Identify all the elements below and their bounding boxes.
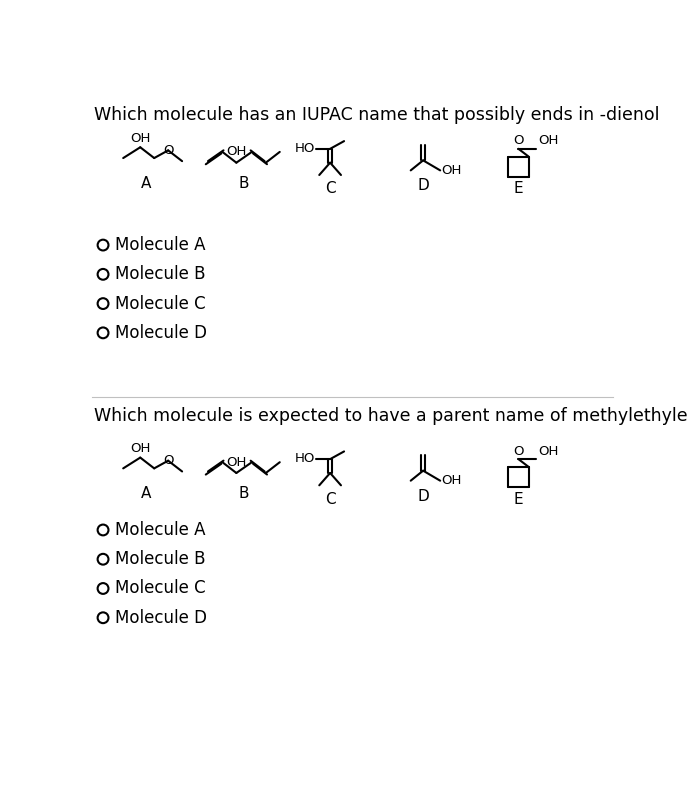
- Text: B: B: [238, 486, 248, 501]
- Text: OH: OH: [226, 456, 246, 469]
- Text: OH: OH: [538, 134, 558, 147]
- Text: HO: HO: [294, 452, 314, 465]
- Text: Which molecule has an IUPAC name that possibly ends in -dienol: Which molecule has an IUPAC name that po…: [94, 106, 659, 123]
- Text: B: B: [238, 176, 248, 191]
- Text: HO: HO: [294, 142, 314, 154]
- Text: Molecule C: Molecule C: [115, 294, 205, 312]
- Text: OH: OH: [442, 164, 462, 177]
- Text: O: O: [513, 134, 524, 147]
- Text: E: E: [514, 492, 524, 507]
- Text: D: D: [417, 489, 429, 504]
- Text: Molecule D: Molecule D: [115, 324, 206, 342]
- Text: A: A: [141, 486, 151, 501]
- Text: A: A: [141, 176, 151, 191]
- Text: O: O: [163, 144, 173, 157]
- Text: C: C: [325, 492, 336, 507]
- Text: O: O: [163, 454, 173, 467]
- Text: Molecule A: Molecule A: [115, 236, 205, 254]
- Text: D: D: [417, 178, 429, 193]
- Text: OH: OH: [226, 146, 246, 158]
- Text: OH: OH: [130, 131, 151, 145]
- Text: OH: OH: [130, 442, 151, 455]
- Text: Molecule C: Molecule C: [115, 580, 205, 597]
- Text: Molecule A: Molecule A: [115, 521, 205, 539]
- Text: Which molecule is expected to have a parent name of methylethylethylene?: Which molecule is expected to have a par…: [94, 407, 688, 425]
- Text: E: E: [514, 181, 524, 196]
- Text: Molecule B: Molecule B: [115, 551, 205, 568]
- Text: Molecule B: Molecule B: [115, 265, 205, 283]
- Text: OH: OH: [442, 474, 462, 487]
- Text: C: C: [325, 181, 336, 196]
- Text: O: O: [513, 445, 524, 457]
- Text: OH: OH: [538, 445, 558, 457]
- Text: Molecule D: Molecule D: [115, 609, 206, 626]
